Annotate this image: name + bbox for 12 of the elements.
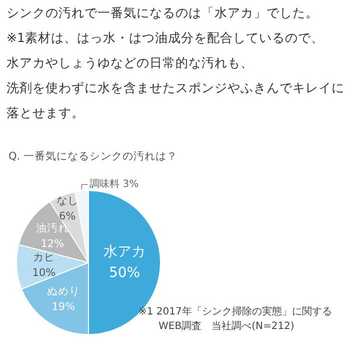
- slice-label: 調味料 3%: [90, 178, 139, 190]
- data-label: 12%: [40, 238, 64, 250]
- chart-title: Q. 一番気になるシンクの汚れは？: [8, 150, 178, 162]
- slice-label: ぬめり: [46, 286, 80, 298]
- data-label: 19%: [52, 301, 76, 314]
- slice-label: 水アカ: [104, 244, 146, 260]
- data-label: 10%: [32, 267, 56, 280]
- text: ※1 2017年「シンク掃除の実態」に関する WEB調査 当社調べ(N=212): [138, 306, 332, 332]
- data-label: 50%: [108, 264, 140, 281]
- slice-label: なし: [56, 195, 78, 208]
- data-label: 6%: [58, 210, 76, 223]
- chart-subtitle: シンクの汚れで一番気になるのは「水アカ」でした。※1素材は、はっ水・はつ油成分を配合しているので、水アカやしょうゆなどの日常的な汚れも、洗剤を使わずに水を含ませたスポンジやふきんでキレイに落とせます。: [6, 5, 344, 120]
